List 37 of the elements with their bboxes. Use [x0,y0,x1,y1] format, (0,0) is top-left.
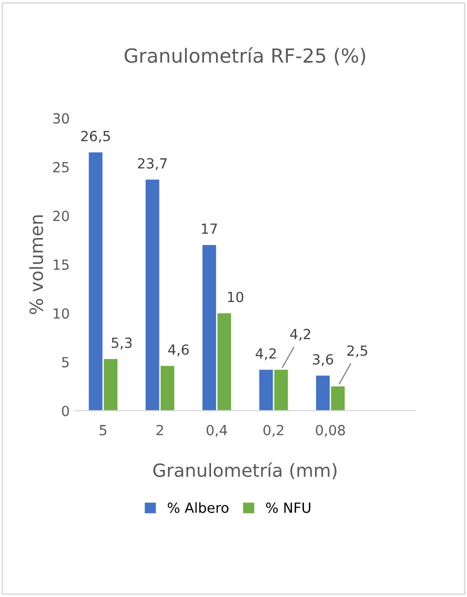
y-axis-title: % volumen [29,215,44,314]
data-label: 10 [228,292,244,302]
chart-title: Granulometría RF-25 (%) [124,47,366,66]
legend-label: % NFU [266,502,310,513]
bar [274,370,288,411]
y-tick-label: 10 [54,308,69,319]
y-tick-label: 25 [53,162,69,172]
data-label: 4,2 [290,328,310,341]
x-axis-title: Granulometría (mm) [153,462,336,480]
data-label: 17 [202,224,217,234]
x-tick-label: 5 [100,425,106,436]
bar [160,366,174,411]
x-tick-label: 0,08 [316,424,345,437]
data-label: 3,6 [312,354,334,366]
y-tick-label: 15 [54,260,69,270]
bar [104,359,118,411]
y-tick-label: 0 [62,406,69,416]
legend-label: % Albero [168,502,228,513]
y-tick-label: 5 [62,357,69,368]
data-label: 4,6 [168,344,189,356]
x-tick-label: 0,4 [206,424,228,437]
x-tick-label: 0,2 [263,424,284,437]
bar [316,376,330,411]
bar [331,386,345,411]
x-tick-label: 2 [156,424,163,436]
data-label: 4,2 [256,348,276,360]
y-tick-label: 20 [53,210,69,222]
bar [146,180,160,411]
bar [217,313,232,411]
bar [259,370,273,411]
data-label: 5,3 [112,338,132,350]
data-label: 26,5 [81,130,110,143]
bar [88,152,102,411]
data-label: 23,7 [138,158,167,170]
bar [202,244,216,411]
data-label: 2,5 [347,345,368,358]
y-tick-label: 30 [53,113,69,124]
